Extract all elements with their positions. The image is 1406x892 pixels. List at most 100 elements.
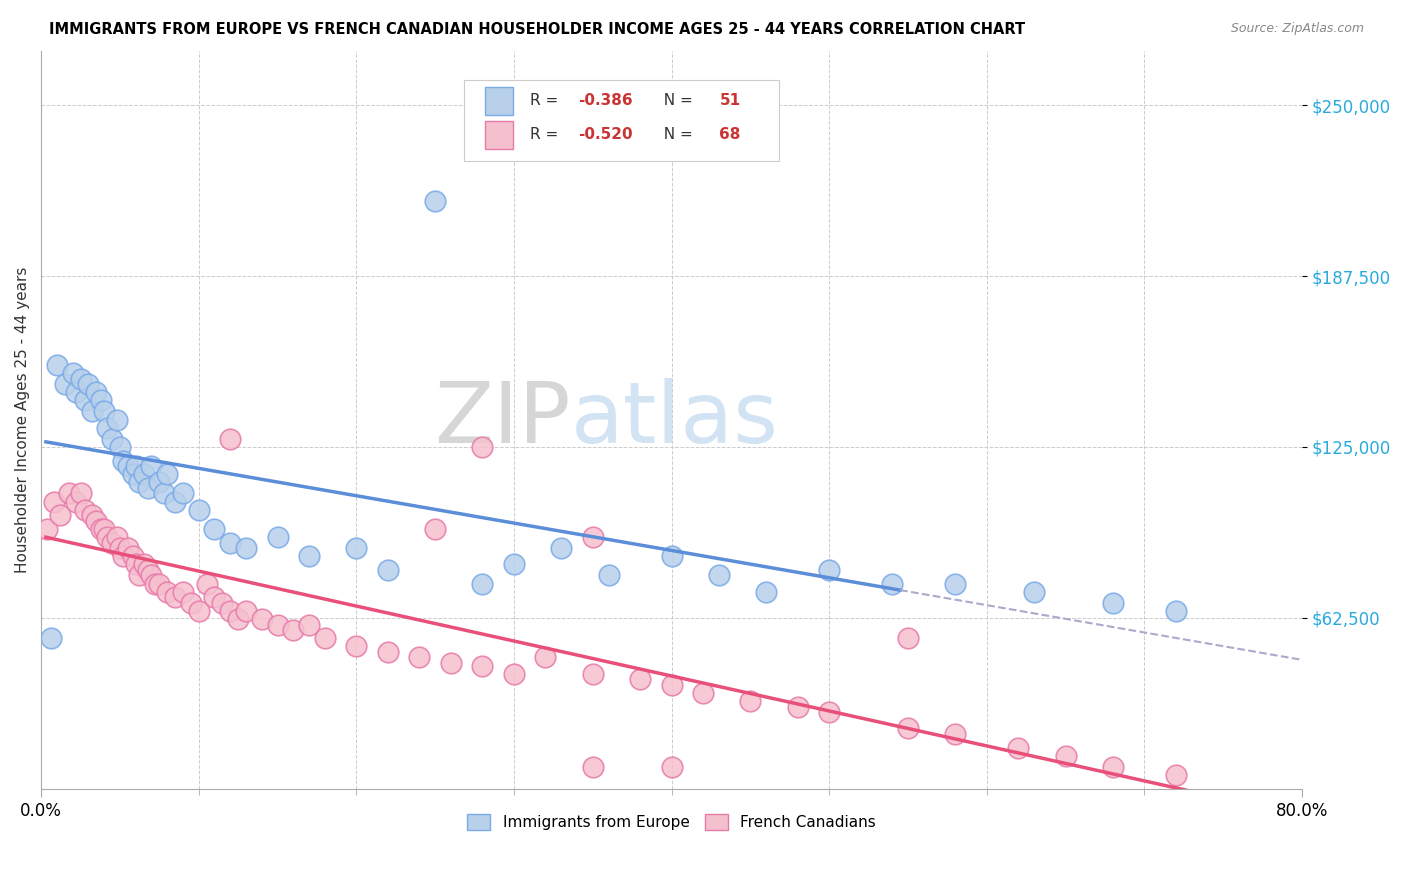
Point <box>943 727 966 741</box>
Text: R =: R = <box>530 127 564 142</box>
Point <box>117 458 139 473</box>
Point <box>148 475 170 490</box>
Point <box>165 591 187 605</box>
Point <box>96 421 118 435</box>
Point <box>1054 748 1077 763</box>
Point <box>344 640 367 654</box>
Point <box>408 650 430 665</box>
Point <box>219 604 242 618</box>
Point <box>105 530 128 544</box>
Point <box>128 568 150 582</box>
Point <box>143 576 166 591</box>
Point <box>90 393 112 408</box>
Point <box>195 576 218 591</box>
Point <box>112 453 135 467</box>
Point <box>153 486 176 500</box>
Point <box>65 385 87 400</box>
Point <box>661 678 683 692</box>
Point <box>105 412 128 426</box>
Point <box>156 467 179 482</box>
Point <box>156 584 179 599</box>
Point <box>755 584 778 599</box>
Point <box>692 686 714 700</box>
Point <box>62 366 84 380</box>
Point <box>503 558 526 572</box>
Point <box>187 604 209 618</box>
Text: 51: 51 <box>720 93 741 108</box>
Point <box>882 576 904 591</box>
Point <box>39 631 62 645</box>
Point <box>235 541 257 555</box>
Point <box>132 467 155 482</box>
Point <box>93 404 115 418</box>
Point <box>65 494 87 508</box>
Point <box>108 440 131 454</box>
Text: Source: ZipAtlas.com: Source: ZipAtlas.com <box>1230 22 1364 36</box>
Y-axis label: Householder Income Ages 25 - 44 years: Householder Income Ages 25 - 44 years <box>15 267 30 573</box>
Point <box>77 377 100 392</box>
Point <box>1007 740 1029 755</box>
Point <box>298 617 321 632</box>
Point <box>661 549 683 564</box>
Point <box>818 705 841 719</box>
Text: IMMIGRANTS FROM EUROPE VS FRENCH CANADIAN HOUSEHOLDER INCOME AGES 25 - 44 YEARS : IMMIGRANTS FROM EUROPE VS FRENCH CANADIA… <box>49 22 1025 37</box>
Point <box>101 432 124 446</box>
Point <box>219 535 242 549</box>
Point <box>80 404 103 418</box>
Point <box>101 535 124 549</box>
Point <box>204 591 226 605</box>
Text: ZIP: ZIP <box>434 378 571 461</box>
Point <box>266 617 288 632</box>
Text: atlas: atlas <box>571 378 779 461</box>
Point <box>661 759 683 773</box>
Point <box>250 612 273 626</box>
Point <box>125 558 148 572</box>
Point <box>37 522 59 536</box>
Point <box>136 563 159 577</box>
Point <box>132 558 155 572</box>
Point <box>90 522 112 536</box>
Point <box>49 508 72 523</box>
Point <box>628 672 651 686</box>
Point <box>58 486 80 500</box>
Point <box>108 541 131 555</box>
Point <box>75 393 97 408</box>
Point <box>141 458 163 473</box>
Point <box>75 503 97 517</box>
Point <box>136 481 159 495</box>
Point <box>121 549 143 564</box>
Point <box>786 699 808 714</box>
Text: -0.520: -0.520 <box>578 127 633 142</box>
Point <box>314 631 336 645</box>
Point <box>45 358 67 372</box>
Point <box>187 503 209 517</box>
Point <box>1164 604 1187 618</box>
Point <box>148 576 170 591</box>
Legend: Immigrants from Europe, French Canadians: Immigrants from Europe, French Canadians <box>461 808 882 836</box>
Text: N =: N = <box>654 93 697 108</box>
Point <box>598 568 620 582</box>
Point <box>266 530 288 544</box>
Point <box>117 541 139 555</box>
Text: 68: 68 <box>720 127 741 142</box>
Point <box>298 549 321 564</box>
Point <box>112 549 135 564</box>
Point <box>172 486 194 500</box>
Point <box>471 658 494 673</box>
Point <box>582 759 605 773</box>
Text: R =: R = <box>530 93 564 108</box>
Bar <box>485 120 513 149</box>
Point <box>80 508 103 523</box>
Point <box>1022 584 1045 599</box>
Point <box>53 377 76 392</box>
Point <box>534 650 557 665</box>
Point <box>582 666 605 681</box>
Point <box>1102 596 1125 610</box>
Point <box>440 656 463 670</box>
Point <box>84 514 107 528</box>
Bar <box>485 87 513 115</box>
Point <box>69 371 91 385</box>
Point <box>377 645 399 659</box>
Point <box>423 194 446 208</box>
Text: N =: N = <box>654 127 697 142</box>
